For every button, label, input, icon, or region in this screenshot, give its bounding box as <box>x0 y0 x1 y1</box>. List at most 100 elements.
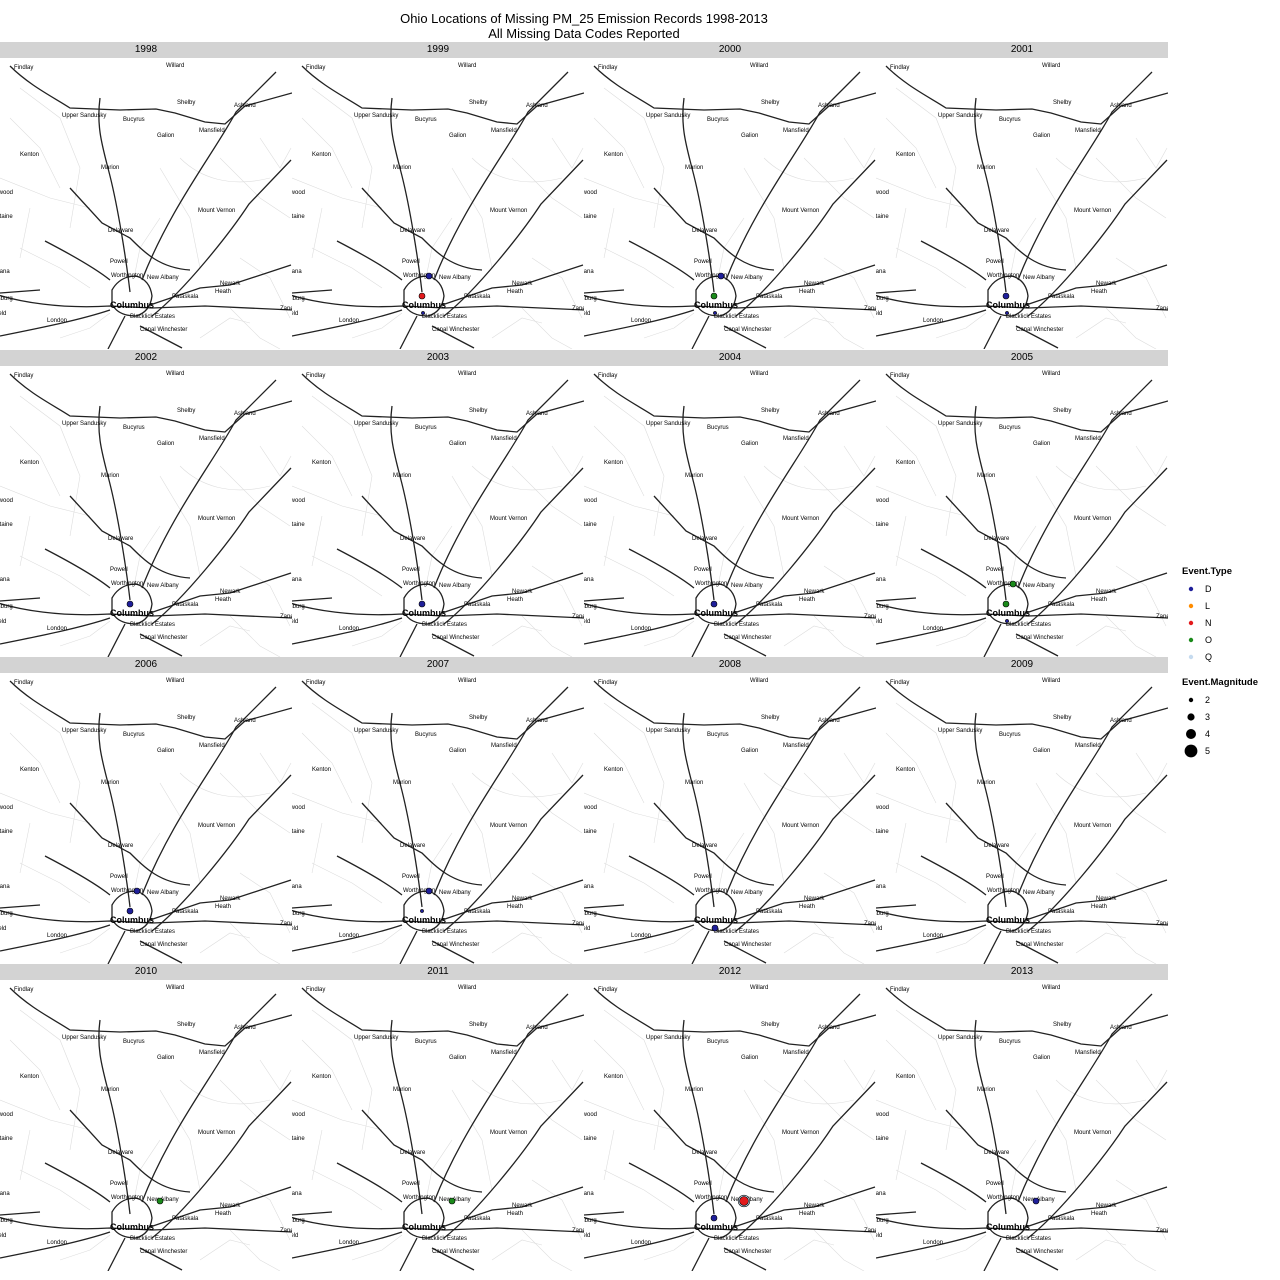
city-label: Blacklick Estates <box>714 1236 759 1242</box>
minor-road <box>803 157 875 219</box>
legend-magnitude-swatch <box>1182 708 1200 725</box>
city-label: Canal Winchester <box>432 635 479 641</box>
city-label: Urbana <box>0 1191 10 1197</box>
major-road <box>584 289 625 294</box>
minor-road <box>1075 625 1127 647</box>
minor-road <box>823 872 875 934</box>
major-road <box>336 240 403 281</box>
minor-road <box>259 1059 292 1091</box>
major-road <box>974 712 1007 908</box>
city-label: Worthington <box>403 888 435 894</box>
city-label: Powell <box>986 1181 1004 1187</box>
city-label: Blacklick Estates <box>714 622 759 628</box>
major-road <box>682 712 715 908</box>
city-label: Willard <box>1042 985 1060 991</box>
city-label: Urbana <box>0 269 10 275</box>
minor-road <box>1105 1229 1157 1271</box>
facet-panel-2004: 2004 Findlay Willard Shelby Ashland Upper San… <box>584 350 876 657</box>
major-road <box>301 680 584 740</box>
major-road <box>723 1247 767 1271</box>
beltway-road <box>111 890 153 932</box>
city-label: Shelby <box>1053 1022 1071 1028</box>
city-label: Galion <box>741 1055 758 1061</box>
basemap: Findlay Willard Shelby Ashland Upper Sandusk… <box>0 985 292 1271</box>
major-road <box>44 1162 111 1203</box>
city-label: Delaware <box>400 228 426 234</box>
city-label: Upper Sandusky <box>938 728 982 734</box>
city-label: Mansfield <box>491 1050 517 1056</box>
city-label: Ashland <box>818 718 840 724</box>
major-road <box>0 904 41 909</box>
city-label: London <box>631 318 651 324</box>
major-road <box>876 904 917 909</box>
city-label: Shelby <box>177 715 195 721</box>
city-label: Galion <box>449 1055 466 1061</box>
city-label: Springfield <box>0 311 6 317</box>
basemap: Findlay Willard Shelby Ashland Upper Sandusk… <box>584 63 876 349</box>
city-label: Bucyrus <box>999 732 1021 738</box>
minor-road <box>823 1179 875 1241</box>
major-road <box>151 1081 292 1239</box>
city-label: Delaware <box>108 536 134 542</box>
major-road <box>593 65 876 125</box>
city-label: Powell <box>694 1181 712 1187</box>
minor-road <box>603 702 665 844</box>
major-road <box>443 774 584 932</box>
minor-road <box>593 117 645 189</box>
legend-type-item: O <box>1182 631 1278 648</box>
city-label: Galion <box>157 748 174 754</box>
legend-type-item: D <box>1182 580 1278 597</box>
city-label: Newark <box>1096 589 1117 595</box>
major-road <box>361 495 483 579</box>
minor-road <box>159 782 201 884</box>
facet-panel-2001: 2001 Findlay Willard Shelby Ashland Upper San… <box>876 42 1168 349</box>
minor-road <box>895 1009 957 1151</box>
city-label: Pataskala <box>1048 294 1075 300</box>
city-label: Canal Winchester <box>432 942 479 948</box>
major-road <box>292 909 584 926</box>
city-label: Delaware <box>400 843 426 849</box>
major-road <box>584 602 876 619</box>
beltway-road <box>111 1197 153 1239</box>
city-label: Blacklick Estates <box>130 929 175 935</box>
city-label: Bellefontaine <box>584 214 597 220</box>
minor-road <box>351 927 403 954</box>
major-road <box>433 686 569 896</box>
city-label: Blacklick Estates <box>130 622 175 628</box>
city-label: Springfield <box>292 311 298 317</box>
city-label: Mount Vernon <box>198 1130 235 1136</box>
minor-road <box>351 620 403 647</box>
city-label: Columbus <box>694 300 738 310</box>
city-label: Marion <box>977 1087 995 1093</box>
minor-road <box>311 1009 373 1151</box>
major-road <box>292 602 584 619</box>
legend-type-item: L <box>1182 597 1278 614</box>
major-road <box>945 802 1067 886</box>
city-label: Mansfield <box>491 436 517 442</box>
major-road <box>292 294 584 311</box>
major-road <box>149 879 292 921</box>
minor-road <box>1115 257 1167 319</box>
major-road <box>149 572 292 614</box>
minor-road <box>229 1229 281 1271</box>
city-label: Pataskala <box>756 909 783 915</box>
minor-road <box>843 752 876 784</box>
major-road <box>141 71 277 281</box>
major-road <box>107 623 126 657</box>
city-label: Pataskala <box>756 602 783 608</box>
minor-road <box>521 922 573 964</box>
minor-road <box>1035 167 1077 269</box>
city-label: Mansfield <box>199 436 225 442</box>
city-label: Ashland <box>526 718 548 724</box>
city-label: London <box>631 1240 651 1246</box>
minor-road <box>531 257 583 319</box>
major-road <box>399 315 418 349</box>
city-label: Canal Winchester <box>724 942 771 948</box>
city-label: Shelby <box>761 100 779 106</box>
facet-strip-label: 2003 <box>292 350 584 366</box>
major-road <box>593 680 876 740</box>
major-road <box>876 309 987 337</box>
city-label: Findlay <box>14 680 33 686</box>
major-road <box>876 294 1168 311</box>
major-road <box>885 65 1168 125</box>
